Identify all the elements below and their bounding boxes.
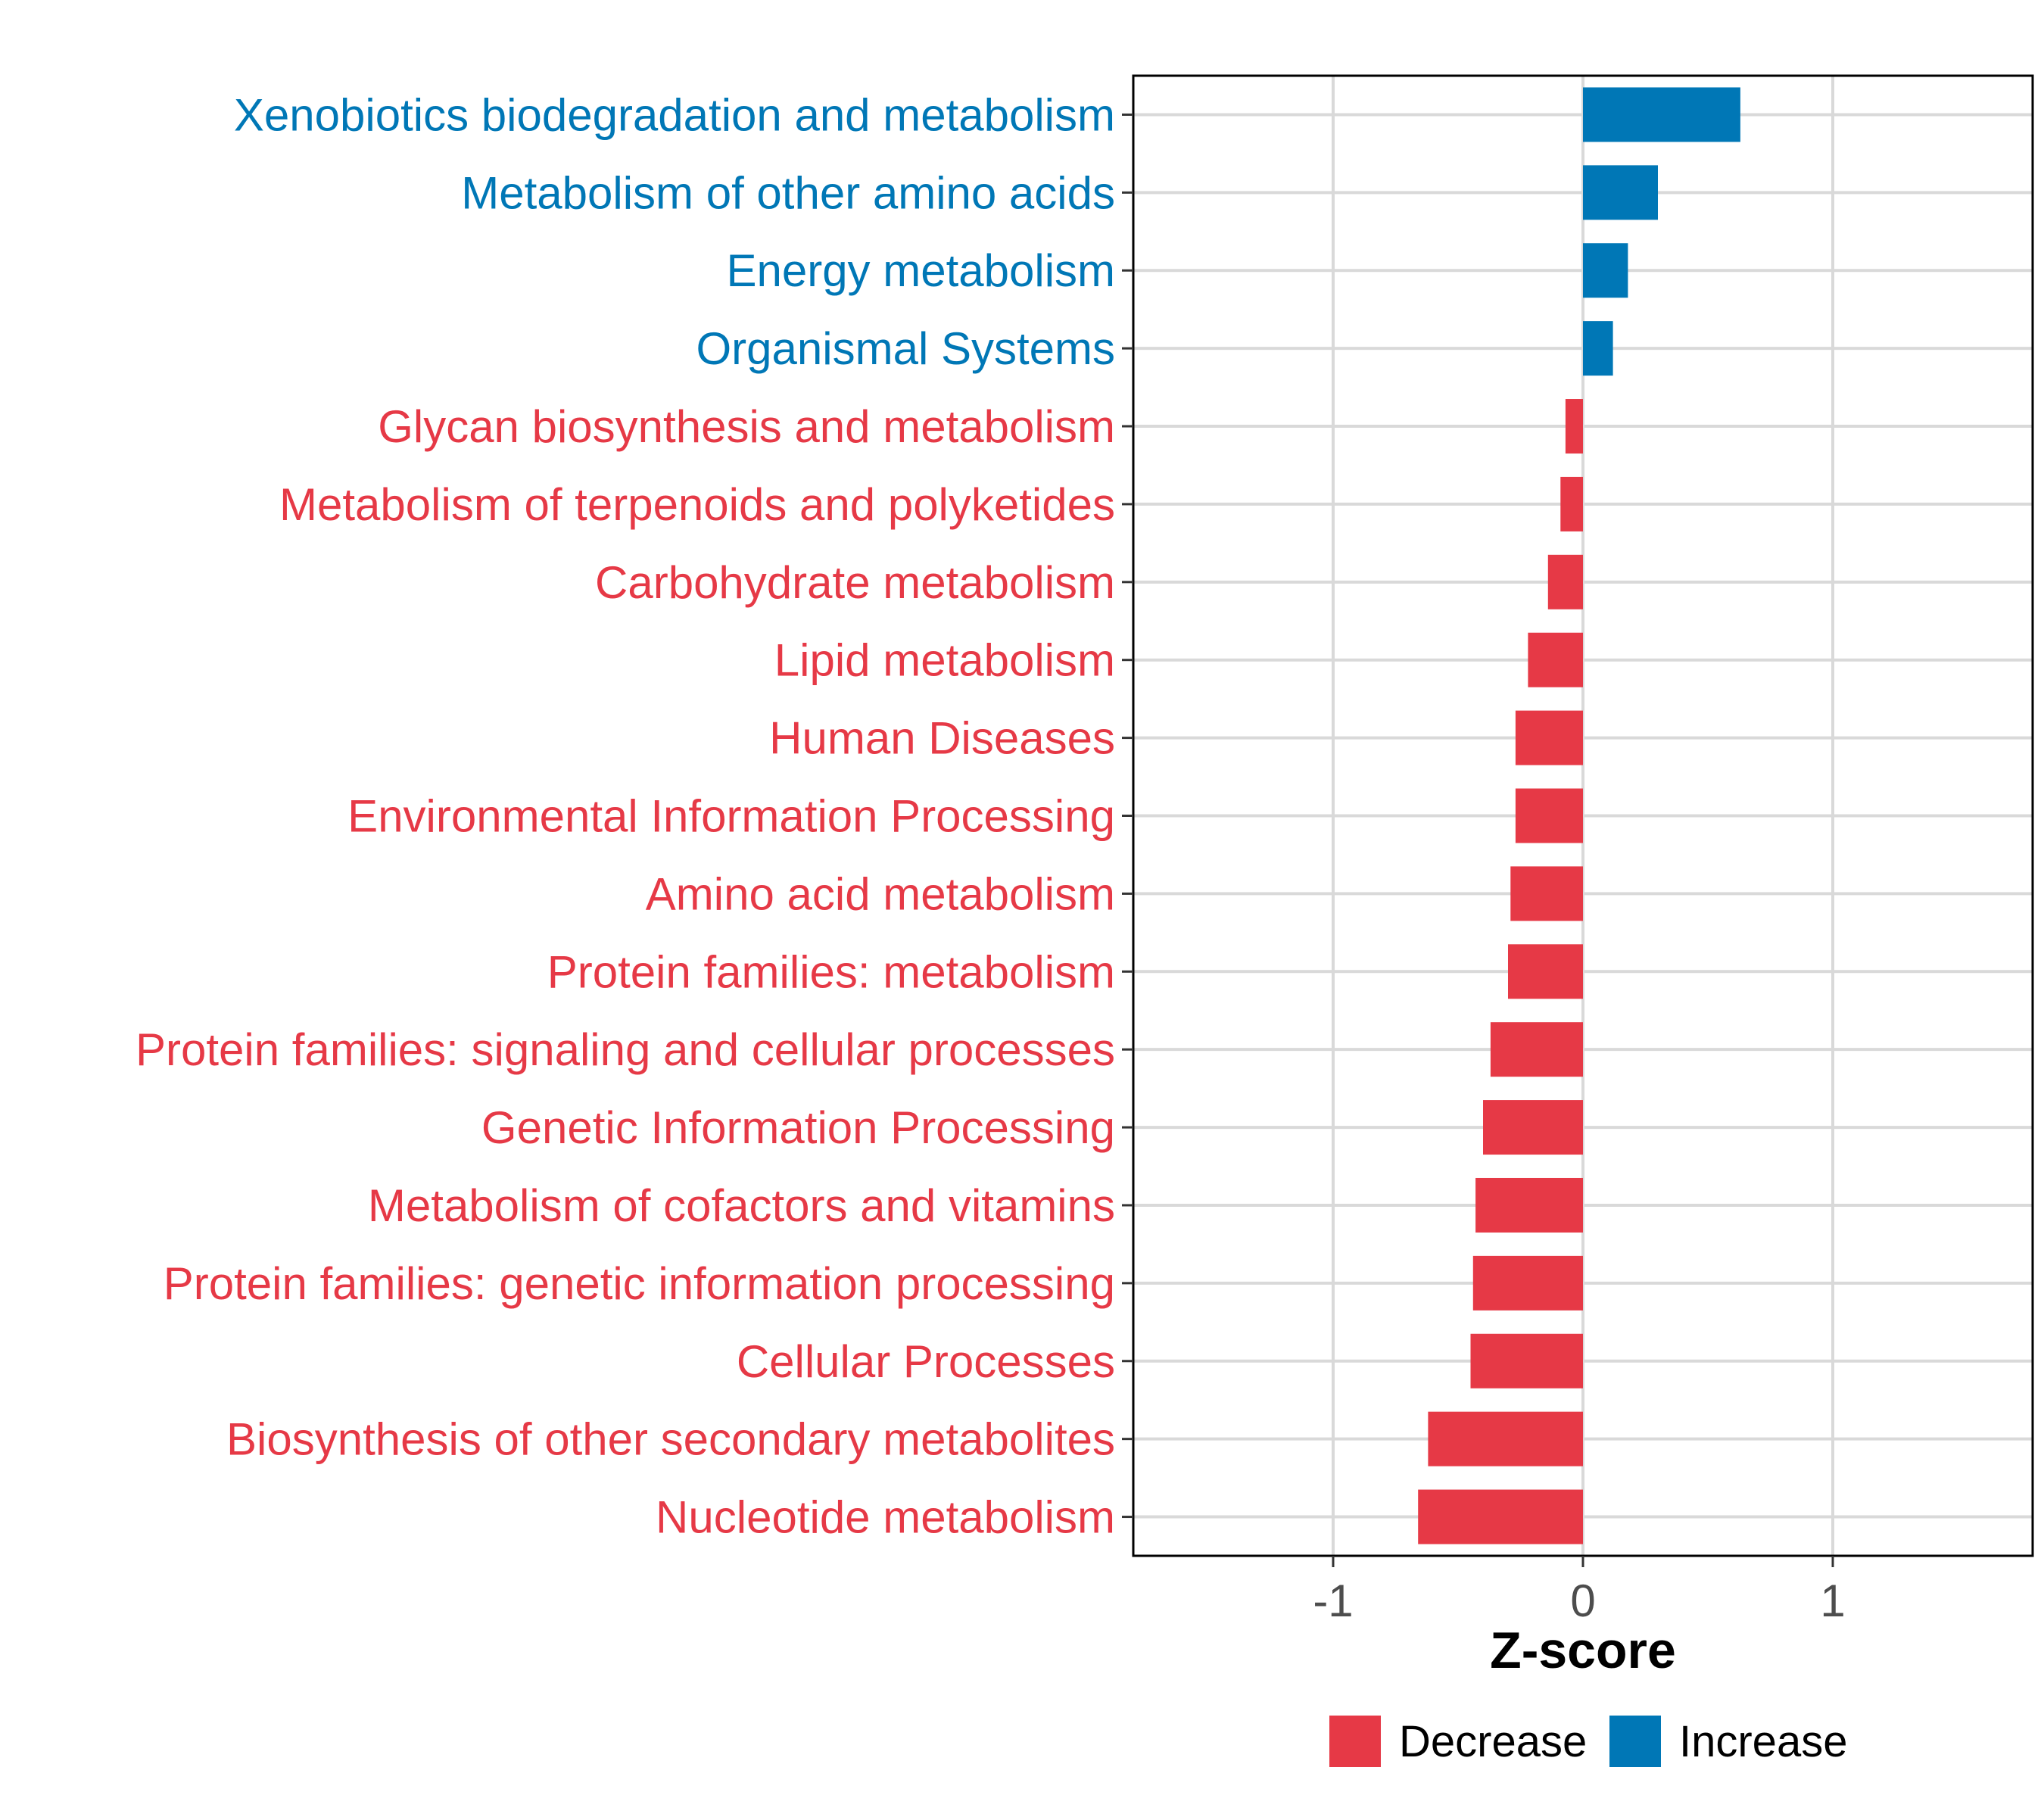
x-tick-label: -1 <box>1313 1575 1353 1626</box>
bar <box>1583 321 1613 376</box>
axis-layer: Xenobiotics biodegradation and metabolis… <box>136 89 1846 1626</box>
category-label: Amino acid metabolism <box>646 868 1115 919</box>
category-label: Energy metabolism <box>726 245 1115 296</box>
bar <box>1560 476 1583 531</box>
bar <box>1547 554 1583 609</box>
bar <box>1490 1022 1583 1077</box>
bar <box>1508 944 1583 999</box>
category-label: Environmental Information Processing <box>347 791 1115 842</box>
bar <box>1475 1177 1583 1233</box>
category-label: Lipid metabolism <box>774 635 1115 686</box>
category-label: Cellular Processes <box>737 1336 1115 1387</box>
bar <box>1583 87 1740 142</box>
legend-key-increase <box>1609 1716 1661 1767</box>
category-label: Protein families: metabolism <box>547 946 1115 997</box>
category-label: Biosynthesis of other secondary metaboli… <box>226 1414 1115 1465</box>
category-label: Metabolism of terpenoids and polyketides <box>279 479 1115 530</box>
category-label: Human Diseases <box>769 713 1115 764</box>
bar <box>1418 1489 1583 1544</box>
category-label: Nucleotide metabolism <box>656 1492 1115 1543</box>
category-label: Metabolism of other amino acids <box>461 167 1115 218</box>
category-label: Protein families: signaling and cellular… <box>136 1024 1115 1075</box>
bar <box>1583 243 1628 298</box>
x-tick-label: 1 <box>1820 1575 1845 1626</box>
category-label: Genetic Information Processing <box>481 1102 1115 1153</box>
category-label: Metabolism of cofactors and vitamins <box>368 1180 1115 1231</box>
legend-label-increase: Increase <box>1679 1717 1847 1766</box>
legend-key-decrease <box>1329 1716 1381 1767</box>
category-label: Glycan biosynthesis and metabolism <box>378 401 1115 452</box>
x-axis-title: Z-score <box>1490 1622 1676 1679</box>
bar <box>1528 632 1583 687</box>
category-label: Xenobiotics biodegradation and metabolis… <box>234 89 1115 140</box>
legend-label-decrease: Decrease <box>1399 1717 1587 1766</box>
bar <box>1483 1100 1583 1155</box>
legend: Decrease Increase <box>1329 1716 1847 1767</box>
bar <box>1428 1411 1583 1466</box>
bars-layer <box>1418 87 1740 1544</box>
bar <box>1515 710 1583 765</box>
bar <box>1515 788 1583 843</box>
bar <box>1565 399 1583 454</box>
bar <box>1472 1255 1583 1311</box>
category-label: Organismal Systems <box>696 323 1115 374</box>
bar <box>1470 1333 1583 1388</box>
bar <box>1583 165 1658 220</box>
category-label: Protein families: genetic information pr… <box>164 1258 1115 1309</box>
x-tick-label: 0 <box>1570 1575 1595 1626</box>
bar <box>1510 866 1583 921</box>
category-label: Carbohydrate metabolism <box>595 557 1115 608</box>
